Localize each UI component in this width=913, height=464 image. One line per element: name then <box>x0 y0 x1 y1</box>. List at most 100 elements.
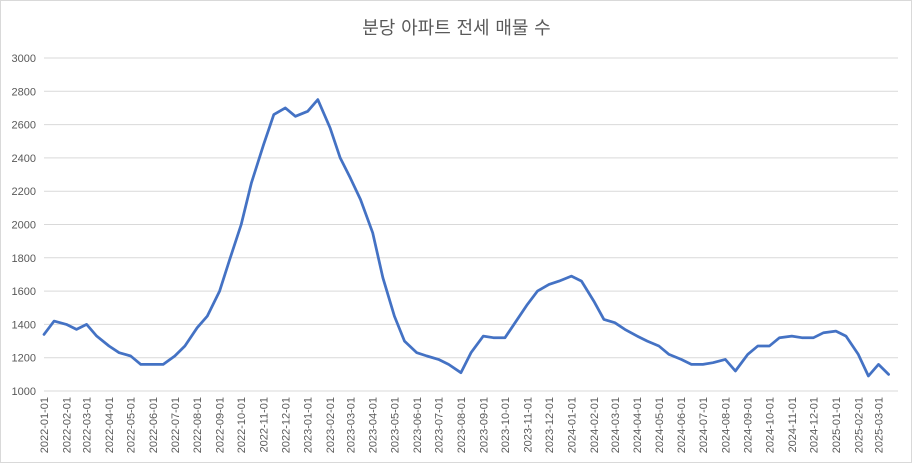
data-point <box>646 340 648 342</box>
data-point <box>857 353 859 355</box>
data-point <box>470 352 472 354</box>
x-tick-label: 2022-10-01 <box>236 397 248 453</box>
series-line <box>42 98 890 378</box>
data-point <box>53 320 55 322</box>
data-point <box>130 355 132 357</box>
x-tick-label: 2024-01-01 <box>566 397 578 453</box>
data-point <box>219 290 221 292</box>
y-tick-label: 2400 <box>12 153 36 165</box>
x-tick-label: 2024-04-01 <box>632 397 644 453</box>
data-point <box>835 330 837 332</box>
y-tick-label: 1000 <box>12 386 36 398</box>
data-point <box>614 322 616 324</box>
y-axis: 1000 1200 1400 1600 1800 2000 2200 2400 2600 2800… <box>12 53 36 398</box>
data-point <box>757 345 759 347</box>
data-point <box>636 335 638 337</box>
x-tick-label: 2022-03-01 <box>82 397 94 453</box>
x-tick-label: 2023-06-01 <box>412 397 424 453</box>
data-point <box>426 355 428 357</box>
x-tick-label: 2023-11-01 <box>522 397 534 452</box>
x-tick-label: 2023-08-01 <box>456 397 468 453</box>
data-point <box>284 107 286 109</box>
data-point <box>196 327 198 329</box>
data-point <box>690 363 693 365</box>
data-point <box>140 363 142 365</box>
data-point <box>75 328 78 330</box>
x-tick-label: 2023-05-01 <box>389 397 401 453</box>
chart-title: 분당 아파트 전세 매물 수 <box>362 18 551 39</box>
x-tick-label: 2022-12-01 <box>280 397 292 453</box>
data-point <box>240 223 242 226</box>
y-tick-label: 1600 <box>12 286 36 298</box>
x-tick-label: 2022-05-01 <box>126 397 138 453</box>
y-tick-label: 1400 <box>12 319 36 331</box>
x-tick-label: 2023-04-01 <box>368 397 380 453</box>
data-point <box>536 290 539 292</box>
data-point <box>206 315 208 317</box>
x-tick-label: 2024-10-01 <box>764 397 776 453</box>
data-point <box>307 110 309 112</box>
data-point <box>877 363 880 365</box>
data-point <box>702 363 704 365</box>
data-point <box>801 337 803 339</box>
data-point <box>548 283 550 285</box>
data-point <box>329 127 331 129</box>
data-point <box>184 345 186 347</box>
data-point <box>349 177 351 179</box>
x-tick-label: 2024-06-01 <box>676 397 688 453</box>
x-tick-label: 2022-02-01 <box>61 397 73 453</box>
x-tick-label: 2024-07-01 <box>698 397 710 453</box>
data-point <box>162 363 164 365</box>
x-axis: 2022-01-01 2022-02-01 2022-03-01 2022-04-01… <box>39 397 885 453</box>
x-tick-label: 2024-11-01 <box>787 397 799 452</box>
data-point <box>823 332 825 334</box>
data-point <box>747 353 749 355</box>
data-point <box>492 337 494 339</box>
data-point <box>712 362 714 364</box>
data-point <box>294 115 296 117</box>
y-tick-label: 2600 <box>12 120 36 132</box>
data-point <box>393 315 395 317</box>
data-point <box>65 323 67 325</box>
data-point <box>460 372 462 374</box>
y-tick-label: 1800 <box>12 253 36 265</box>
data-point <box>658 345 660 347</box>
y-tick-label: 2000 <box>12 220 36 232</box>
y-tick-label: 1200 <box>12 353 36 365</box>
data-point <box>526 303 529 305</box>
data-point <box>152 363 154 365</box>
x-tick-label: 2024-02-01 <box>589 397 601 453</box>
data-point <box>724 358 726 360</box>
data-point <box>791 335 793 337</box>
y-tick-label: 3000 <box>12 53 36 65</box>
data-point <box>359 198 362 201</box>
data-point <box>372 232 374 234</box>
data-point <box>416 352 418 354</box>
data-point <box>250 182 252 184</box>
data-point <box>734 370 737 372</box>
x-tick-label: 2025-02-01 <box>853 397 865 453</box>
plot-area <box>42 98 890 378</box>
data-point <box>437 358 440 360</box>
data-point <box>382 277 384 279</box>
x-tick-label: 2022-04-01 <box>104 397 116 453</box>
x-tick-label: 2023-01-01 <box>303 397 315 453</box>
y-tick-label: 2800 <box>12 86 36 98</box>
data-point <box>43 333 45 335</box>
x-tick-label: 2024-03-01 <box>610 397 622 453</box>
x-tick-label: 2023-12-01 <box>544 397 556 453</box>
y-tick-label: 2200 <box>12 186 36 198</box>
data-point <box>96 335 98 337</box>
x-tick-label: 2025-03-01 <box>873 397 885 453</box>
x-tick-label: 2022-11-01 <box>259 397 271 452</box>
data-point <box>624 328 626 330</box>
x-tick-label: 2023-10-01 <box>500 397 512 453</box>
x-tick-label: 2022-01-01 <box>39 397 51 453</box>
x-tick-label: 2022-08-01 <box>192 397 204 453</box>
data-point <box>580 280 583 282</box>
x-tick-label: 2022-07-01 <box>170 397 182 453</box>
data-point <box>570 275 573 277</box>
x-tick-label: 2023-02-01 <box>325 397 337 453</box>
